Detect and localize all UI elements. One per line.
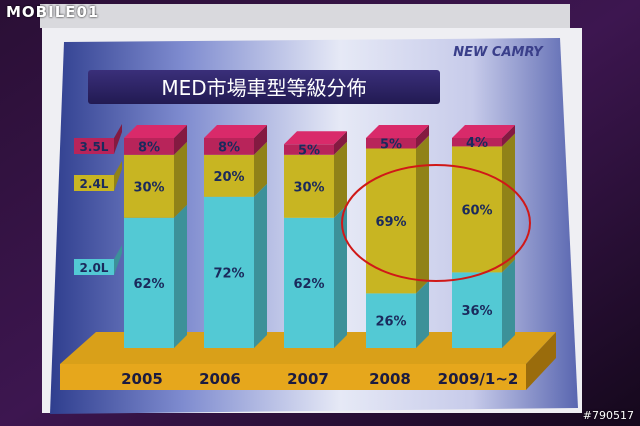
bar-3.5L-2005 [124,138,174,155]
bar-top-2008 [366,125,429,138]
data-label-3.5L-2005: 8% [138,140,160,155]
bar-3.5L-2007 [284,144,334,155]
data-label-2.4L-2005: 30% [133,180,164,195]
bar-side-2.0L-2005 [174,204,187,348]
legend-swatch-side-2.4L [114,161,122,191]
data-label-2.0L-2007: 62% [293,277,324,292]
legend-label-3.5L: 3.5L [80,140,109,154]
slide-title-bar [88,70,440,104]
x-tick-2006: 2006 [199,370,241,388]
bar-3.5L-2008 [366,138,416,149]
x-tick-2009/1~2: 2009/1~2 [438,370,519,388]
legend-swatch-side-3.5L [114,124,122,154]
data-label-2.4L-2007: 30% [293,180,324,195]
bar-2.4L-2006 [204,154,254,197]
data-label-2.0L-2008: 26% [375,315,406,330]
bar-side-2.0L-2006 [254,183,267,348]
legend-swatch-side-2.0L [114,245,122,275]
x-tick-2007: 2007 [287,370,329,388]
legend-swatch-2.0L [74,259,114,275]
bar-side-2.4L-2009/1~2 [502,133,515,273]
data-label-3.5L-2007: 5% [298,144,320,159]
watermark-id: #790517 [582,409,634,422]
bar-2.0L-2007 [284,217,334,348]
bar-side-3.5L-2009/1~2 [502,125,515,147]
bar-side-2.0L-2008 [416,280,429,348]
bar-side-3.5L-2007 [334,131,347,155]
highlight-circle [341,164,531,282]
legend-swatch-3.5L [74,138,114,154]
data-label-2.0L-2005: 62% [133,277,164,292]
screen-top-bar [40,4,570,28]
data-label-2.4L-2008: 69% [375,215,406,230]
bar-2.0L-2005 [124,217,174,348]
bar-side-2.4L-2008 [416,135,429,294]
bar-side-3.5L-2006 [254,125,267,155]
bar-2.0L-2006 [204,196,254,348]
bar-side-2.4L-2006 [254,141,267,197]
data-label-3.5L-2008: 5% [380,137,402,152]
data-labels: 62% 30% 8% 72% 20% 8% 62% 30% 5% 26% 69% 5% 36% 60% 4% [133,136,492,330]
data-label-3.5L-2006: 8% [218,140,240,155]
bar-side-2.4L-2005 [174,141,187,218]
slide-title: MED市場車型等級分佈 [161,76,366,100]
legend-label-2.4L: 2.4L [80,177,109,191]
bar-3.5L-2009/1~2 [452,138,502,147]
bar-top-2009/1~2 [452,125,515,138]
legend-label-2.0L: 2.0L [80,261,109,275]
bar-3.5L-2006 [204,138,254,155]
legend: 2.0L 2.4L 3.5L [74,124,122,275]
x-axis-ticks: 2005 2006 2007 2008 2009/1~2 [121,370,518,388]
bar-top-2005 [124,125,187,138]
data-label-2.4L-2009/1~2: 60% [461,203,492,218]
bar-2.4L-2005 [124,154,174,218]
bar-side-3.5L-2005 [174,125,187,155]
bar-side-3.5L-2008 [416,125,429,149]
x-tick-2005: 2005 [121,370,163,388]
bar-side-2.4L-2007 [334,141,347,218]
bar-top-2006 [204,125,267,138]
chart-floor-side [526,332,556,390]
chart-floor-front [60,364,526,390]
data-label-2.0L-2006: 72% [213,266,244,281]
x-tick-2008: 2008 [369,370,411,388]
data-label-2.0L-2009/1~2: 36% [461,304,492,319]
bar-side-2.0L-2009/1~2 [502,259,515,348]
data-label-2.4L-2006: 20% [213,170,244,185]
brand-logo: NEW CAMRY [453,45,544,60]
data-label-3.5L-2009/1~2: 4% [466,136,488,151]
bar-side-2.0L-2007 [334,204,347,348]
bar-2.0L-2008 [366,293,416,348]
bar-top-2007 [284,131,347,145]
legend-swatch-2.4L [74,175,114,191]
watermark-logo: MOBILE01 [6,3,100,21]
bar-2.0L-2009/1~2 [452,272,502,348]
bar-2.4L-2007 [284,154,334,218]
